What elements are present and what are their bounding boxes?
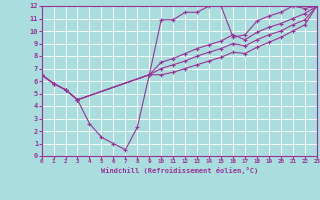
X-axis label: Windchill (Refroidissement éolien,°C): Windchill (Refroidissement éolien,°C): [100, 167, 258, 174]
